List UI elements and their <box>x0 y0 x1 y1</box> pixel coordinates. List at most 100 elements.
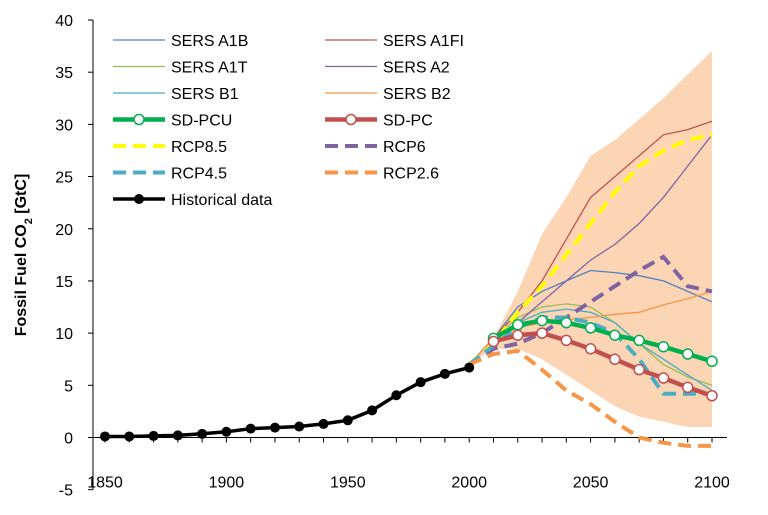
legend-marker <box>134 194 144 204</box>
legend-label: SERS A1B <box>171 33 248 50</box>
series-sers-a1fi <box>468 120 713 365</box>
y-tick-label: 0 <box>64 431 73 448</box>
series-sers-a1t-line <box>468 303 713 386</box>
series-rcp6-line <box>468 254 713 367</box>
legend-entry-rcp2-6: RCP2.6 <box>325 166 439 183</box>
series-rcp8-5 <box>467 132 713 366</box>
y-tick-label: -5 <box>59 483 73 500</box>
series-rcp4-5-line <box>467 315 712 396</box>
legend-entry-sers-a1fi: SERS A1FI <box>325 33 464 50</box>
series-historical-data-line <box>105 365 470 439</box>
y-tick-label: 20 <box>55 222 73 239</box>
legend-label: SD-PCU <box>171 113 232 130</box>
legend-label: RCP6 <box>383 139 426 156</box>
series-historical-data-point <box>269 422 280 433</box>
y-tick-label: 25 <box>55 170 73 187</box>
series-rcp2-6-line <box>468 348 712 448</box>
series-sd-pc-point <box>536 327 548 339</box>
x-tick-label: 1850 <box>87 475 123 492</box>
series-sers-a1fi-line <box>468 120 713 365</box>
series-sd-pc-point <box>560 334 573 347</box>
series-historical-data-point <box>439 368 450 379</box>
series-sd-pc-point <box>487 335 500 348</box>
series-sd-pc-point <box>633 363 645 376</box>
legend-entry-sers-a2: SERS A2 <box>325 60 450 77</box>
series-sd-pcu-point <box>609 329 621 341</box>
series-sd-pcu-line <box>492 318 713 364</box>
legend-label: RCP4.5 <box>171 166 227 183</box>
y-tick-label: 30 <box>55 117 73 134</box>
legend-label: SERS A2 <box>383 60 450 77</box>
legend-entry-rcp4-5: RCP4.5 <box>113 166 227 183</box>
y-tick-label: 15 <box>55 274 73 291</box>
series-historical-data-point <box>294 421 305 432</box>
legend-label: SD-PC <box>383 113 433 130</box>
series-sd-pc-point <box>609 353 621 365</box>
series-rcp6 <box>468 254 713 367</box>
legend-marker <box>133 113 145 126</box>
legend-label: Historical data <box>171 192 272 209</box>
tick-labels: -5 0 5 10 15 20 25 30 35 40 1850 1900 1950 2000 2050 21… <box>55 13 730 500</box>
legend-label: SERS B2 <box>383 86 451 103</box>
y-tick-label: 5 <box>64 378 73 395</box>
legend-entry-rcp6: RCP6 <box>325 139 426 156</box>
x-tick-label: 2050 <box>573 475 609 492</box>
legend-entry-sers-a1t: SERS A1T <box>113 60 248 77</box>
series-sd-pc-point <box>706 390 718 402</box>
legend: SERS A1B SERS A1FI SERS A1T SERS A2 SERS B1 S… <box>113 33 464 209</box>
y-tick-label: 40 <box>55 13 73 30</box>
series-historical-data-point <box>148 430 159 441</box>
series-historical-data-point <box>367 405 378 416</box>
series-sd-pcu-point <box>633 334 645 347</box>
legend-entry-sd-pc: SD-PC <box>325 113 433 130</box>
series-sers-a1t <box>468 303 713 386</box>
series-sd-pc-point <box>512 329 524 341</box>
series-historical-data-point <box>100 431 110 442</box>
series-rcp2-6 <box>468 348 712 448</box>
legend-entry-sers-a1b: SERS A1B <box>113 33 248 50</box>
x-tick-label: 2000 <box>451 475 487 492</box>
series-historical-data-point <box>391 390 402 401</box>
series-sd-pc-point <box>681 381 694 394</box>
series-historical-data-point <box>245 423 256 434</box>
x-tick-label: 1950 <box>330 475 366 492</box>
series-sd-pc <box>487 327 718 402</box>
y-tick-label: 35 <box>55 65 73 82</box>
series-sd-pcu-point <box>706 355 718 368</box>
legend-label: SERS B1 <box>171 86 239 103</box>
series-historical-data-point <box>464 362 475 373</box>
series-sd-pcu-point <box>657 340 670 353</box>
legend-label: SERS A1T <box>171 60 248 77</box>
legend-label: RCP8.5 <box>171 139 227 156</box>
series-sd-pcu-point <box>681 348 694 360</box>
series-sd-pcu-point <box>560 316 573 329</box>
x-tick-label: 1900 <box>209 475 245 492</box>
series-historical-data <box>100 362 475 442</box>
series-sd-pcu-point <box>584 322 597 334</box>
series-historical-data-point <box>318 418 329 429</box>
legend-label: SERS A1FI <box>383 33 464 50</box>
series-sd-pc-point <box>657 372 670 384</box>
series-sd-pcu-point <box>536 314 548 327</box>
series-historical-data-point <box>124 431 135 442</box>
series-historical-data-point <box>342 415 353 426</box>
legend-entry-sers-b2: SERS B2 <box>325 86 451 103</box>
legend-label: RCP2.6 <box>383 166 439 183</box>
series-sd-pc-line <box>492 330 713 398</box>
series-historical-data-point <box>197 428 208 439</box>
series-historical-data-point <box>415 377 426 388</box>
y-tick-label: 10 <box>55 326 73 343</box>
x-tick-label: 2100 <box>694 475 730 492</box>
series-sd-pcu-point <box>512 319 524 331</box>
legend-entry-historical-data: Historical data <box>113 192 272 209</box>
series-sd-pc-point <box>584 343 597 355</box>
legend-entry-rcp8-5: RCP8.5 <box>113 139 227 156</box>
series-rcp8-5-line <box>467 132 713 366</box>
series-lines <box>100 120 718 448</box>
series-rcp4-5 <box>467 315 712 396</box>
series-sers-a1b-line <box>468 269 713 365</box>
axes <box>88 19 727 491</box>
series-historical-data-point <box>221 426 232 437</box>
y-axis-title: Fossil Fuel CO2 [GtC] <box>13 174 35 337</box>
